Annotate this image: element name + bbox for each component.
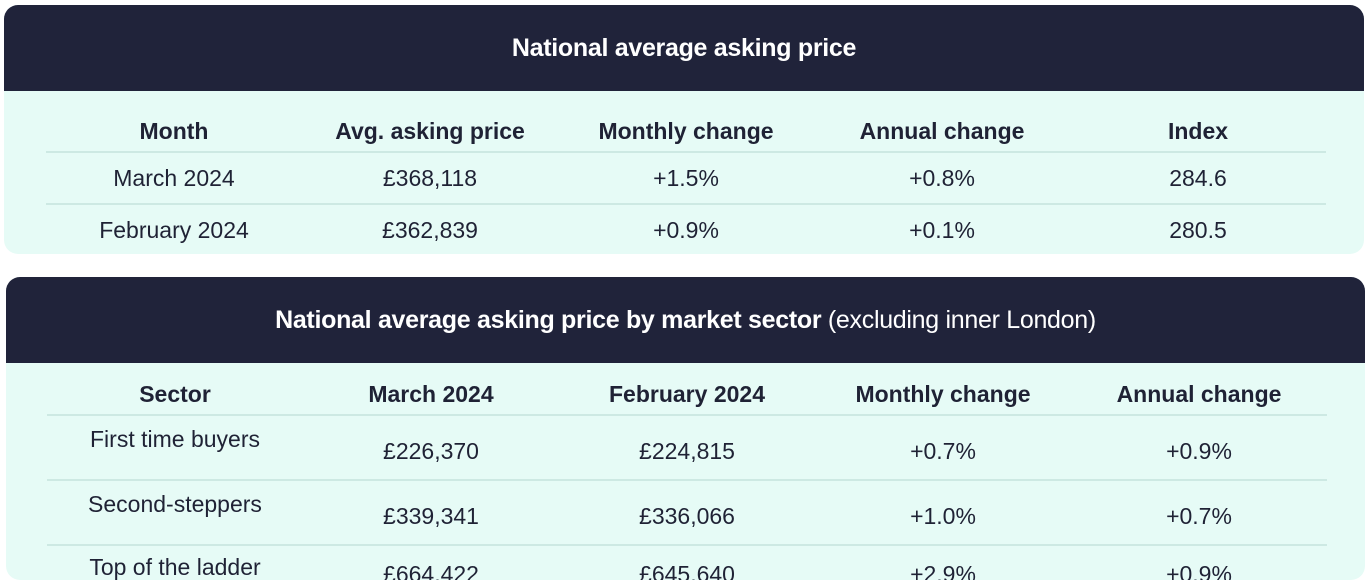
market-sector-title-note: (excluding inner London) — [821, 305, 1096, 334]
sector-cell: Top of the ladder — [89, 554, 261, 580]
column-header-monthly-change: Monthly change — [558, 111, 814, 153]
table-row: First time buyers £226,370 £224,815 +0.7… — [47, 415, 1327, 481]
annual-change-cell: +0.9% — [1166, 560, 1232, 581]
annual-change-cell: +0.1% — [909, 216, 975, 243]
month-cell: March 2024 — [46, 152, 302, 205]
column-header-monthly-change: Monthly change — [815, 374, 1071, 416]
monthly-change-cell: +0.7% — [815, 415, 1071, 481]
annual-change-cell: +0.9% — [1071, 415, 1327, 481]
asking-price-title: National average asking price — [4, 5, 1364, 91]
annual-change-cell: +0.8% — [814, 152, 1070, 205]
monthly-change-cell: +1.5% — [558, 152, 814, 205]
index-cell: 280.5 — [1169, 216, 1227, 243]
column-header-annual-change: Annual change — [1071, 374, 1327, 416]
monthly-change-cell: +0.9% — [653, 216, 719, 243]
february-price-cell: £224,815 — [559, 415, 815, 481]
table-row: Second-steppers £339,341 £336,066 +1.0% … — [47, 480, 1327, 546]
index-cell: 284.6 — [1070, 152, 1326, 205]
table-row: Top of the ladder £664,422 £645,640 +2.9… — [47, 545, 1327, 580]
column-header-sector: Sector — [47, 374, 303, 416]
table-header-row: Month Avg. asking price Monthly change A… — [46, 111, 1326, 153]
market-sector-title: National average asking price by market … — [6, 277, 1365, 363]
asking-price-card: National average asking price Month Avg.… — [4, 5, 1364, 254]
market-sector-card: National average asking price by market … — [6, 277, 1365, 580]
february-price-cell: £336,066 — [559, 480, 815, 546]
column-header-february: February 2024 — [559, 374, 815, 416]
march-price-cell: £226,370 — [303, 415, 559, 481]
column-header-month: Month — [46, 111, 302, 153]
month-cell: February 2024 — [99, 216, 249, 243]
avg-price-cell: £362,839 — [382, 216, 478, 243]
asking-price-table: Month Avg. asking price Monthly change A… — [46, 111, 1326, 254]
annual-change-cell: +0.7% — [1071, 480, 1327, 546]
column-header-annual-change: Annual change — [814, 111, 1070, 153]
column-header-march: March 2024 — [303, 374, 559, 416]
table-header-row: Sector March 2024 February 2024 Monthly … — [47, 374, 1327, 416]
february-price-cell: £645,640 — [639, 560, 735, 581]
column-header-index: Index — [1070, 111, 1326, 153]
table-row: March 2024 £368,118 +1.5% +0.8% 284.6 — [46, 152, 1326, 205]
march-price-cell: £664,422 — [383, 560, 479, 581]
avg-price-cell: £368,118 — [302, 152, 558, 205]
market-sector-title-bold: National average asking price by market … — [275, 305, 822, 334]
sector-cell: Second-steppers — [47, 480, 303, 546]
monthly-change-cell: +1.0% — [815, 480, 1071, 546]
sector-cell: First time buyers — [47, 415, 303, 481]
column-header-avg-price: Avg. asking price — [302, 111, 558, 153]
table-row: February 2024 £362,839 +0.9% +0.1% 280.5 — [46, 204, 1326, 254]
market-sector-table: Sector March 2024 February 2024 Monthly … — [47, 374, 1327, 580]
monthly-change-cell: +2.9% — [910, 560, 976, 581]
march-price-cell: £339,341 — [303, 480, 559, 546]
